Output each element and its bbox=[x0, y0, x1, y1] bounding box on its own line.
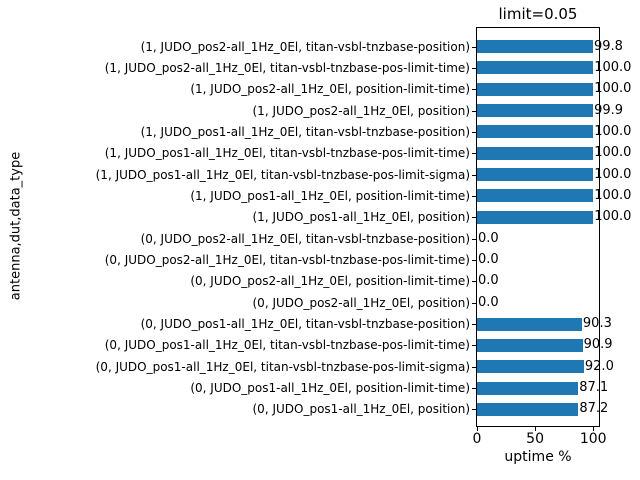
bar bbox=[477, 210, 594, 224]
bar bbox=[477, 168, 594, 182]
bar-value-label: 87.2 bbox=[579, 401, 609, 417]
y-tick-mark bbox=[472, 409, 477, 410]
y-tick-mark bbox=[472, 175, 477, 176]
bar-value-label: 100.0 bbox=[594, 166, 632, 182]
y-tick-mark bbox=[472, 239, 477, 240]
category-label: (1, JUDO_pos1-all_1Hz_0El, position) bbox=[252, 210, 471, 225]
category-label: (0, JUDO_pos1-all_1Hz_0El, titan-vsbl-tn… bbox=[104, 338, 470, 353]
bar-value-label: 90.3 bbox=[582, 316, 612, 332]
y-tick-mark bbox=[472, 217, 477, 218]
bar bbox=[477, 146, 594, 160]
bar bbox=[477, 402, 579, 416]
bar bbox=[477, 381, 579, 395]
x-axis-label: uptime % bbox=[504, 449, 572, 465]
y-tick-mark bbox=[472, 260, 477, 261]
chart-title: limit=0.05 bbox=[498, 5, 578, 23]
y-tick-mark bbox=[472, 345, 477, 346]
category-label: (0, JUDO_pos1-all_1Hz_0El, titan-vsbl-tn… bbox=[140, 317, 470, 332]
bar bbox=[477, 104, 594, 118]
bar-value-label: 87.1 bbox=[579, 380, 609, 396]
category-label: (1, JUDO_pos1-all_1Hz_0El, titan-vsbl-tn… bbox=[95, 167, 470, 182]
category-label: (1, JUDO_pos1-all_1Hz_0El, titan-vsbl-tn… bbox=[104, 146, 470, 161]
y-tick-mark bbox=[472, 281, 477, 282]
category-label: (1, JUDO_pos2-all_1Hz_0El, position-limi… bbox=[190, 82, 470, 97]
x-tick-label: 0 bbox=[472, 431, 482, 447]
category-label: (1, JUDO_pos1-all_1Hz_0El, titan-vsbl-tn… bbox=[140, 124, 470, 139]
bar bbox=[477, 40, 593, 53]
category-label: (0, JUDO_pos2-all_1Hz_0El, position-limi… bbox=[190, 274, 470, 289]
category-label: (0, JUDO_pos2-all_1Hz_0El, position) bbox=[252, 295, 471, 310]
bar bbox=[477, 61, 594, 75]
y-tick-mark bbox=[472, 303, 477, 304]
category-label: (0, JUDO_pos1-all_1Hz_0El, position) bbox=[252, 402, 471, 417]
y-tick-mark bbox=[472, 388, 477, 389]
x-tick-mark bbox=[593, 427, 594, 431]
bar bbox=[477, 125, 594, 139]
y-tick-mark bbox=[472, 367, 477, 368]
x-tick-label: 100 bbox=[579, 431, 607, 447]
bar-value-label: 90.9 bbox=[583, 337, 613, 353]
y-tick-mark bbox=[472, 153, 477, 154]
bar-value-label: 0.0 bbox=[478, 252, 499, 267]
y-tick-mark bbox=[472, 132, 477, 133]
bar-value-label: 100.0 bbox=[594, 123, 632, 139]
bar bbox=[477, 317, 582, 331]
x-tick-mark bbox=[477, 427, 478, 431]
y-tick-mark bbox=[472, 47, 477, 48]
y-tick-mark bbox=[472, 111, 477, 112]
bar-value-label: 99.8 bbox=[593, 38, 623, 54]
bar-value-label: 92.0 bbox=[584, 358, 614, 374]
bar-value-label: 100.0 bbox=[594, 81, 632, 97]
category-label: (1, JUDO_pos2-all_1Hz_0El, titan-vsbl-tn… bbox=[140, 39, 470, 54]
bar-value-label: 0.0 bbox=[478, 294, 499, 310]
bar-value-label: 0.0 bbox=[478, 230, 499, 246]
category-label: (0, JUDO_pos1-all_1Hz_0El, titan-vsbl-tn… bbox=[95, 359, 470, 374]
category-label: (1, JUDO_pos2-all_1Hz_0El, titan-vsbl-tn… bbox=[104, 60, 470, 75]
bar-value-label: 100.0 bbox=[594, 59, 632, 75]
y-tick-mark bbox=[472, 196, 477, 197]
bar-value-label: 100.0 bbox=[594, 145, 632, 161]
bar-value-label: 0.0 bbox=[478, 273, 499, 289]
bar bbox=[477, 82, 594, 96]
y-axis-label: antenna,dut,data_type bbox=[8, 151, 24, 301]
bar bbox=[477, 338, 583, 352]
x-tick-mark bbox=[535, 427, 536, 431]
y-tick-mark bbox=[472, 68, 477, 69]
category-label: (1, JUDO_pos1-all_1Hz_0El, position-limi… bbox=[190, 188, 470, 203]
x-tick-label: 50 bbox=[526, 431, 544, 447]
bar bbox=[477, 189, 594, 203]
bar-value-label: 99.9 bbox=[594, 102, 624, 118]
category-label: (0, JUDO_pos2-all_1Hz_0El, titan-vsbl-tn… bbox=[104, 253, 470, 267]
bar-value-label: 100.0 bbox=[594, 187, 632, 203]
category-label: (0, JUDO_pos2-all_1Hz_0El, titan-vsbl-tn… bbox=[140, 231, 470, 246]
bar bbox=[477, 360, 584, 374]
y-tick-mark bbox=[472, 324, 477, 325]
category-label: (1, JUDO_pos2-all_1Hz_0El, position) bbox=[252, 103, 471, 118]
category-label: (0, JUDO_pos1-all_1Hz_0El, position-limi… bbox=[190, 381, 470, 396]
y-tick-mark bbox=[472, 89, 477, 90]
bar-value-label: 100.0 bbox=[594, 209, 632, 225]
